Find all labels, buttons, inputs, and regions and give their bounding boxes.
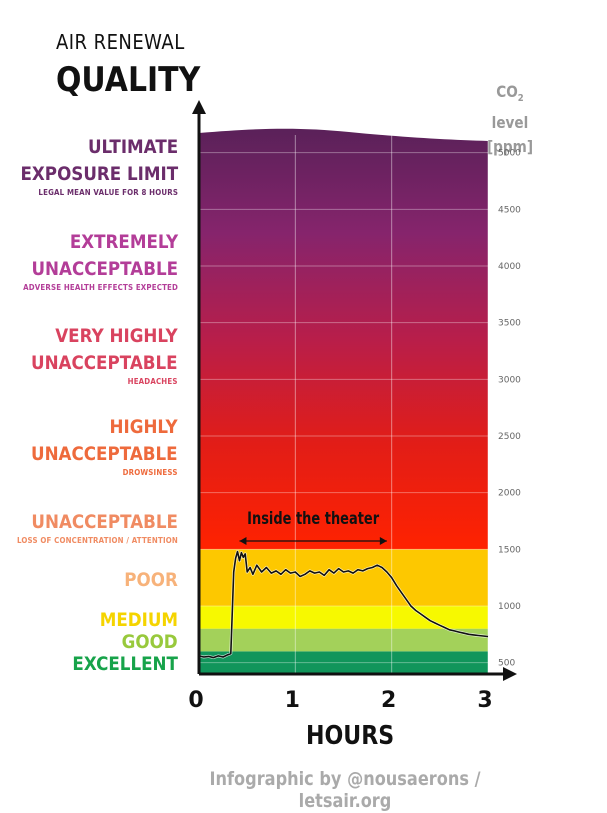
zone-bands [199, 128, 488, 674]
category-label: VERY HIGHLY [55, 325, 178, 347]
category-poor: POOR [124, 567, 178, 594]
category-label: ULTIMATE [87, 136, 178, 158]
y-tick-label: 1500 [498, 545, 521, 555]
category-label: UNACCEPTABLE [31, 443, 178, 465]
x-tick-label: 3 [477, 688, 492, 713]
y-tick-label: 500 [498, 659, 515, 669]
category-excellent: EXCELLENT [72, 651, 178, 678]
title-top: AIR RENEWAL [56, 30, 185, 54]
category-label: UNACCEPTABLE [31, 352, 178, 374]
category-label: EXPOSURE LIMIT [20, 163, 178, 185]
category-label: EXTREMELY [69, 231, 178, 253]
category-note: LEGAL MEAN VALUE FOR 8 HOURS [38, 188, 179, 197]
axes [192, 100, 517, 681]
x-tick-labels: 0 1 2 3 [188, 688, 492, 713]
y-tick-label: 4500 [498, 205, 521, 215]
grid-lines [199, 135, 489, 674]
category-label: UNACCEPTABLE [31, 258, 178, 280]
zone-good [199, 628, 488, 652]
y-tick-label: 1000 [498, 602, 521, 612]
y-tick-label: 2000 [498, 489, 521, 499]
series-layer [198, 550, 489, 660]
zone-excellent [199, 651, 488, 674]
unit-line-2: [ppm] [486, 137, 534, 157]
y-axis-unit-label: CO2 level [ppm] [476, 80, 544, 159]
category-label: UNACCEPTABLE [31, 511, 178, 533]
zone-unacceptable-and-above [199, 128, 488, 550]
annotation-arrow-head-right [379, 537, 387, 545]
series-line [198, 550, 489, 659]
y-tick-label: 5000 [498, 149, 521, 159]
category-note: LOSS OF CONCENTRATION / ATTENTION [16, 536, 178, 545]
y-tick-label: 2500 [498, 432, 521, 442]
credit-text: Infographic by @nousaerons / letsair.org [209, 768, 481, 812]
y-tick-label: 3500 [498, 319, 521, 329]
y-tick-label: 3000 [498, 375, 521, 385]
y-tick-label: 4000 [498, 262, 521, 272]
annotation-arrow-head-left [239, 537, 247, 545]
y-axis-arrow [192, 100, 206, 114]
category-highly-unacceptable: HIGHLY UNACCEPTABLE DROWSINESS [31, 414, 178, 478]
unit-subscript: 2 [517, 93, 524, 105]
category-label: GOOD [121, 631, 178, 653]
x-axis-label: HOURS [306, 721, 395, 751]
zone-medium [199, 606, 488, 629]
category-note: ADVERSE HEALTH EFFECTS EXPECTED [23, 283, 178, 292]
category-medium: MEDIUM [100, 607, 178, 634]
category-ultimate-exposure-limit: ULTIMATE EXPOSURE LIMIT LEGAL MEAN VALUE… [20, 134, 178, 198]
unit-level: level [491, 113, 529, 133]
unit-co: CO [496, 82, 518, 101]
annotation-label: Inside the theater [247, 509, 379, 529]
annotation-layer: Inside the theater [239, 509, 387, 545]
y-tick-labels: 500 1000 1500 2000 2500 3000 3500 4000 4500 5000 [498, 149, 521, 669]
category-label: POOR [124, 569, 178, 591]
category-very-highly-unacceptable: VERY HIGHLY UNACCEPTABLE HEADACHES [31, 323, 178, 387]
x-tick-label: 0 [188, 688, 203, 713]
category-note: HEADACHES [128, 377, 178, 386]
category-label: EXCELLENT [72, 653, 178, 675]
category-unacceptable: UNACCEPTABLE LOSS OF CONCENTRATION / ATT… [17, 509, 178, 546]
category-note: DROWSINESS [123, 468, 178, 477]
page-title: QUALITY [56, 60, 201, 100]
category-label: HIGHLY [109, 416, 178, 438]
category-label: MEDIUM [99, 609, 178, 631]
category-extremely-unacceptable: EXTREMELY UNACCEPTABLE ADVERSE HEALTH EF… [23, 229, 178, 293]
x-tick-label: 1 [285, 688, 300, 713]
category-good: GOOD [122, 629, 178, 656]
unit-line-1: CO2 level [476, 80, 544, 135]
x-axis-arrow [503, 667, 517, 681]
x-tick-label: 2 [381, 688, 396, 713]
